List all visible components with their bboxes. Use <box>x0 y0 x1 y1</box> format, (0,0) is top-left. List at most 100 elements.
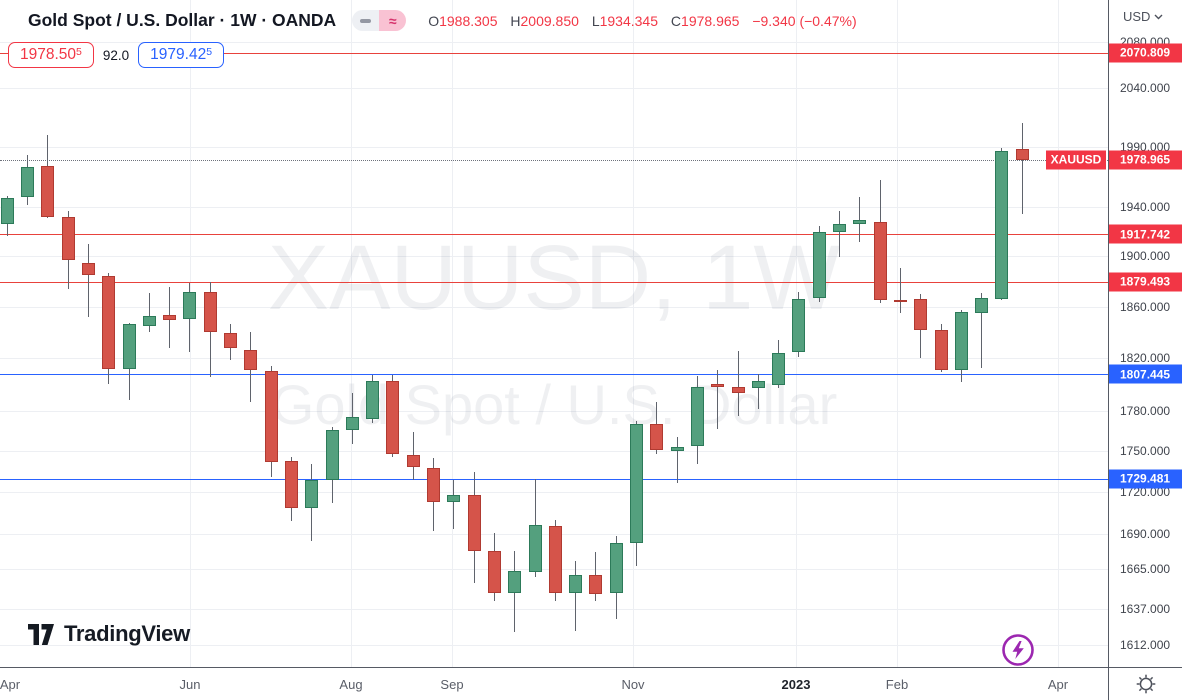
gear-icon <box>1136 674 1155 694</box>
approx-price-toggle[interactable]: ≈ <box>379 10 407 31</box>
candle-body <box>345 417 359 431</box>
candle-body <box>995 151 1009 299</box>
price-axis[interactable]: USD 2080.000 2040.000 1990.000 1940.000 1900… <box>1108 0 1182 667</box>
candle-wick <box>1021 123 1023 214</box>
candle-body <box>305 480 319 508</box>
low-value: 1934.345 <box>599 12 659 29</box>
h-gridline <box>0 410 1108 412</box>
candle-body <box>569 575 583 594</box>
chart-legend: Gold Spot / U.S. Dollar · 1W · OANDA ≈ O… <box>28 10 857 31</box>
open-value: 1988.305 <box>439 12 498 29</box>
approx-icon: ≈ <box>388 12 397 29</box>
candle-body <box>690 387 704 447</box>
time-tick: Feb <box>885 677 909 692</box>
price-tick: 1900.000 <box>1120 249 1171 264</box>
lightning-bolt-icon <box>1012 641 1024 659</box>
price-tick: 1690.000 <box>1120 526 1171 541</box>
currency-selector[interactable]: USD <box>1123 9 1163 24</box>
candle-body <box>41 166 55 218</box>
symbol-title[interactable]: Gold Spot / U.S. Dollar · 1W · OANDA <box>28 10 337 30</box>
time-tick: Jun <box>179 677 201 692</box>
chart-area[interactable]: XAUUSD, 1W Gold Spot / U.S. Dollar Gold … <box>0 0 1108 667</box>
h-gridline <box>0 450 1108 452</box>
dash-icon <box>360 18 372 23</box>
candle-body <box>203 292 217 332</box>
h-gridline <box>0 358 1108 359</box>
candle-body <box>386 380 400 455</box>
candle-body <box>406 455 420 467</box>
last-price-line <box>0 159 1108 161</box>
candle-body <box>650 423 664 451</box>
price-tick: 1780.000 <box>1120 403 1171 418</box>
h-gridline <box>0 88 1108 89</box>
candle-body <box>21 166 34 197</box>
candle-body <box>1015 148 1029 160</box>
candle-body <box>711 384 725 387</box>
candle-wick <box>676 436 678 483</box>
instant-order-button[interactable] <box>1000 632 1036 667</box>
candle-wick <box>148 293 150 332</box>
last-price-label: 1978.965 <box>1109 150 1182 170</box>
candle-body <box>244 349 258 370</box>
h-gridline <box>0 146 1108 148</box>
price-tick: 1820.000 <box>1120 351 1171 365</box>
time-tick: Apr <box>1047 677 1069 692</box>
tradingview-logo-icon <box>28 623 54 645</box>
time-tick: Apr <box>0 677 21 692</box>
level-line <box>0 281 1108 283</box>
candle-body <box>731 387 745 394</box>
candle-body <box>61 217 75 260</box>
candle-wick <box>575 560 577 632</box>
candle-wick <box>737 351 739 416</box>
candle-body <box>224 332 237 349</box>
level-price-label: 1917.742 <box>1109 224 1182 244</box>
price-tick: 1750.000 <box>1120 443 1171 458</box>
candle-body <box>873 222 887 300</box>
symbol-price-tag: XAUUSD <box>1046 150 1106 170</box>
candle-body <box>81 262 95 276</box>
high-value: 2009.850 <box>520 12 579 29</box>
price-tick: 2040.000 <box>1120 81 1171 95</box>
v-gridline <box>897 0 898 667</box>
tradingview-logo[interactable]: TradingView <box>28 621 190 647</box>
price-tick: 1665.000 <box>1120 561 1171 576</box>
candle-body <box>670 447 684 452</box>
axis-settings-corner[interactable] <box>1108 667 1182 700</box>
price-tick: 1612.000 <box>1120 638 1171 653</box>
time-axis[interactable]: Apr Jun Aug Sep Nov 2023 Feb Apr <box>0 667 1108 700</box>
candle-body <box>630 423 643 544</box>
level-price-label: 1729.481 <box>1109 469 1182 489</box>
candle-body <box>102 275 116 369</box>
tradingview-logo-text: TradingView <box>64 621 190 646</box>
v-gridline <box>452 0 453 667</box>
sell-button[interactable]: 1978.505 <box>8 42 94 68</box>
candle-body <box>934 330 948 370</box>
level-line <box>0 478 1108 480</box>
candle-body <box>893 299 907 302</box>
candle-body <box>751 380 765 388</box>
buy-button[interactable]: 1979.425 <box>138 42 225 68</box>
watermark-symbol: XAUUSD, 1W <box>267 227 841 329</box>
candle-body <box>914 298 928 331</box>
watermark-name: Gold Spot / U.S. Dollar <box>270 373 838 436</box>
candle-wick <box>87 243 89 317</box>
candle-body <box>366 380 380 419</box>
candle-body <box>792 298 806 353</box>
bar-change-toggle[interactable] <box>352 10 380 31</box>
h-gridline <box>0 306 1108 308</box>
quote-toggle[interactable]: ≈ <box>352 10 407 31</box>
close-value: 1978.965 <box>681 12 740 29</box>
level-line <box>0 374 1108 376</box>
v-gridline <box>633 0 634 667</box>
candle-body <box>0 197 14 225</box>
candle-body <box>772 352 786 385</box>
h-gridline <box>0 206 1108 208</box>
candle-body <box>264 371 278 462</box>
candle-body <box>284 461 298 508</box>
candle-body <box>122 323 136 370</box>
candle-body <box>447 495 461 502</box>
candle-body <box>487 551 501 594</box>
spread-value: 92.0 <box>93 44 139 66</box>
v-gridline <box>1058 0 1059 667</box>
